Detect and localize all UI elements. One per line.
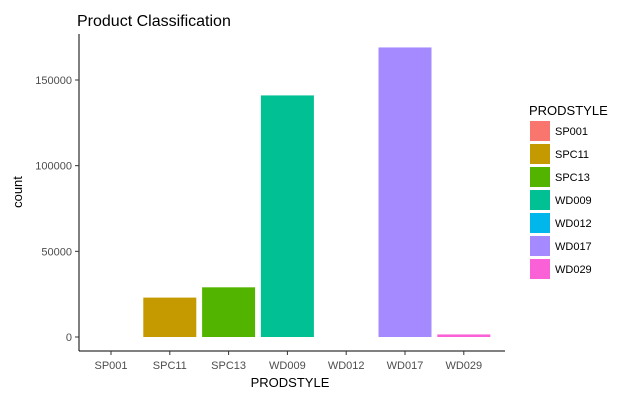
legend-items: SP001 SPC11 SPC13 WD009 WD012 WD017 WD029 xyxy=(530,121,592,279)
x-axis-title: PRODSTYLE xyxy=(251,375,330,390)
legend-label: SPC11 xyxy=(555,149,589,161)
x-tick-label: WD009 xyxy=(269,360,306,372)
bar-spc13 xyxy=(202,287,256,337)
y-tick-label: 100000 xyxy=(35,161,72,173)
x-tick-label: WD029 xyxy=(445,360,482,372)
legend-title: PRODSTYLE xyxy=(529,103,608,118)
legend-label: WD029 xyxy=(555,264,592,276)
legend: PRODSTYLE SP001 SPC11 SPC13 WD009 WD012 WD017… xyxy=(529,103,608,279)
x-tick-label: SP001 xyxy=(94,360,127,372)
x-tick-label: SPC13 xyxy=(211,360,246,372)
legend-swatch-spc13 xyxy=(530,167,550,187)
y-tick-label: 150000 xyxy=(35,75,72,87)
y-axis: 0 50000 100000 150000 xyxy=(35,34,80,351)
bar-wd009 xyxy=(260,95,314,337)
legend-swatch-spc11 xyxy=(530,144,550,164)
legend-label: SP001 xyxy=(555,126,588,138)
bars xyxy=(143,47,491,338)
legend-swatch-wd012 xyxy=(530,213,550,233)
x-axis: SP001 SPC11 SPC13 WD009 WD012 WD017 WD029 xyxy=(79,350,505,372)
legend-swatch-wd029 xyxy=(530,259,550,279)
legend-label: WD012 xyxy=(555,218,592,230)
y-axis-title: count xyxy=(10,176,25,208)
bar-wd017 xyxy=(378,47,432,338)
bar-wd029 xyxy=(437,334,491,337)
legend-label: SPC13 xyxy=(555,172,590,184)
x-tick-label: SPC11 xyxy=(153,360,187,372)
legend-swatch-sp001 xyxy=(530,121,550,141)
legend-swatch-wd009 xyxy=(530,190,550,210)
legend-swatch-wd017 xyxy=(530,236,550,256)
legend-label: WD017 xyxy=(555,241,592,253)
chart-title: Product Classification xyxy=(77,13,231,30)
y-tick-label: 0 xyxy=(66,332,72,344)
y-tick-label: 50000 xyxy=(41,246,72,258)
x-tick-label: WD012 xyxy=(328,360,365,372)
bar-spc11 xyxy=(143,297,197,337)
x-tick-label: WD017 xyxy=(387,360,424,372)
legend-label: WD009 xyxy=(555,195,592,207)
